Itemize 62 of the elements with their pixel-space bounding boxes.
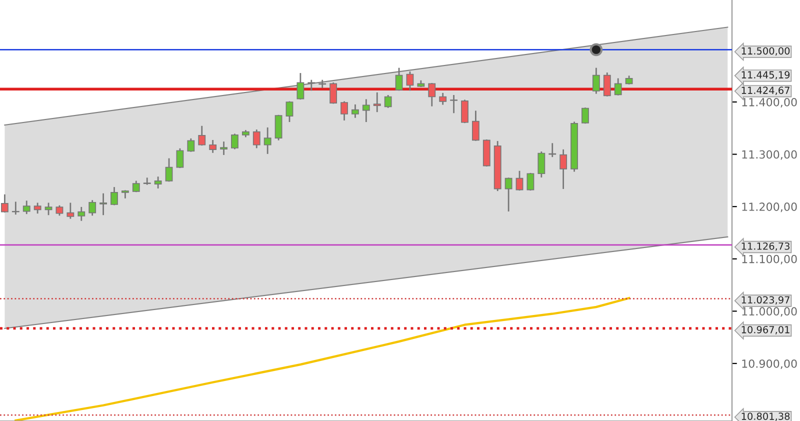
- candlestick: [176, 148, 184, 168]
- candlestick: [340, 101, 348, 120]
- candlestick: [264, 127, 272, 154]
- candlestick: [461, 100, 468, 124]
- candlestick: [286, 101, 294, 122]
- candlestick: [516, 170, 524, 191]
- y-tick-label: 10.900,00: [742, 359, 797, 369]
- y-tick-label: 11.400,00: [742, 98, 797, 108]
- candlestick: [603, 72, 611, 96]
- y-tick-label: 11.000,00: [742, 307, 797, 317]
- candlestick: [78, 206, 86, 221]
- candlestick: [296, 73, 304, 100]
- candlestick: [165, 158, 173, 182]
- candlestick: [406, 71, 414, 91]
- candlestick: [34, 202, 42, 214]
- ref-line-label: 11.500,00: [742, 47, 790, 56]
- candlestick: [274, 114, 282, 140]
- candlestick: [1, 194, 8, 212]
- candlestick: [252, 130, 260, 148]
- y-tick-label: 11.100,00: [742, 254, 797, 264]
- ref-line-label: 11.126,73: [742, 242, 790, 251]
- ref-line-label: 10.801,38: [742, 412, 790, 421]
- ref-line-label: 10.967,01: [742, 326, 790, 334]
- ref-line-label: 11.023,97: [742, 296, 790, 305]
- candlestick: [88, 200, 96, 216]
- candlestick: [198, 126, 206, 146]
- line-series: [14, 296, 630, 421]
- candlestick: [231, 134, 238, 150]
- candlestick: [44, 202, 52, 216]
- candlestick: [384, 95, 392, 108]
- candlestick: [538, 151, 546, 178]
- candlestick: [504, 178, 512, 212]
- candlestick: [362, 99, 370, 122]
- candlestick: [110, 187, 118, 206]
- candlestick: [154, 176, 162, 188]
- candlestick: [352, 104, 359, 118]
- candlestick: [614, 78, 622, 96]
- candlestick: [308, 80, 316, 91]
- y-tick-label: 11.200,00: [742, 202, 797, 212]
- candlestick: [100, 193, 107, 216]
- candlestick: [428, 82, 436, 106]
- candlestick: [472, 110, 480, 141]
- candlestick: [373, 92, 381, 112]
- candlestick: [143, 178, 151, 185]
- candlestick: [220, 142, 228, 155]
- ref-line-label: 11.424,67: [742, 86, 790, 95]
- candlestick: [66, 202, 74, 219]
- candlestick: [22, 200, 30, 214]
- candlestick: [526, 172, 534, 191]
- candlestick: [592, 68, 600, 94]
- candlestick: [209, 140, 217, 153]
- candlestick: [450, 95, 458, 114]
- candlestick: [132, 180, 140, 192]
- candlestick: [187, 138, 195, 152]
- y-tick-label: 11.300,00: [742, 150, 797, 160]
- text: 11.445,19: [742, 71, 790, 80]
- candlestick: [439, 92, 447, 105]
- candlestick: [582, 108, 589, 124]
- candlestick: [395, 68, 403, 91]
- candlestick: [560, 149, 568, 189]
- candlestick: [330, 82, 338, 104]
- candlestick: [121, 190, 129, 198]
